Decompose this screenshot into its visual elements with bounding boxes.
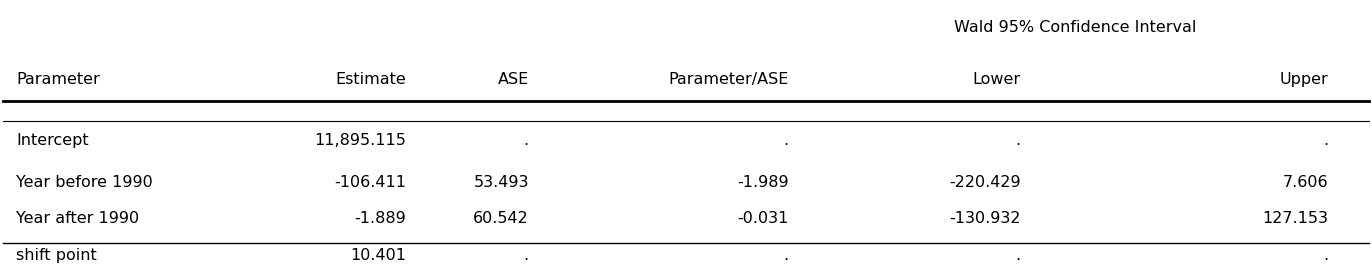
Text: 127.153: 127.153: [1262, 211, 1328, 226]
Text: .: .: [1323, 248, 1328, 263]
Text: .: .: [524, 248, 528, 263]
Text: Year after 1990: Year after 1990: [16, 211, 140, 226]
Text: -0.031: -0.031: [737, 211, 789, 226]
Text: .: .: [783, 133, 789, 148]
Text: Upper: Upper: [1280, 72, 1328, 86]
Text: 10.401: 10.401: [350, 248, 406, 263]
Text: 11,895.115: 11,895.115: [314, 133, 406, 148]
Text: Estimate: Estimate: [335, 72, 406, 86]
Text: .: .: [783, 248, 789, 263]
Text: Year before 1990: Year before 1990: [16, 174, 154, 190]
Text: .: .: [1323, 133, 1328, 148]
Text: shift point: shift point: [16, 248, 97, 263]
Text: Intercept: Intercept: [16, 133, 89, 148]
Text: .: .: [1015, 248, 1021, 263]
Text: Wald 95% Confidence Interval: Wald 95% Confidence Interval: [955, 20, 1196, 35]
Text: Parameter: Parameter: [16, 72, 100, 86]
Text: 7.606: 7.606: [1283, 174, 1328, 190]
Text: Parameter/ASE: Parameter/ASE: [668, 72, 789, 86]
Text: 60.542: 60.542: [473, 211, 528, 226]
Text: Lower: Lower: [973, 72, 1021, 86]
Text: -106.411: -106.411: [333, 174, 406, 190]
Text: -130.932: -130.932: [949, 211, 1021, 226]
Text: -1.889: -1.889: [354, 211, 406, 226]
Text: ASE: ASE: [498, 72, 528, 86]
Text: .: .: [524, 133, 528, 148]
Text: .: .: [1015, 133, 1021, 148]
Text: 53.493: 53.493: [473, 174, 528, 190]
Text: -1.989: -1.989: [737, 174, 789, 190]
Text: -220.429: -220.429: [949, 174, 1021, 190]
